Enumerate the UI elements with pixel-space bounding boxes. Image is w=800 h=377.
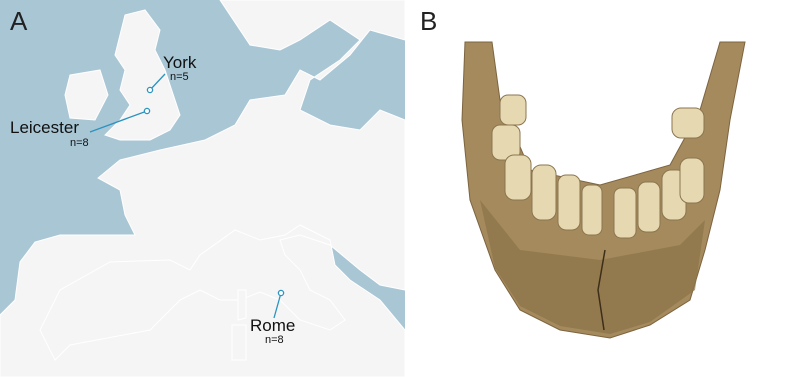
tooth xyxy=(581,184,603,236)
map: A York n=5 Leicester n=8 Rome n=8 xyxy=(0,0,406,377)
site-marker xyxy=(143,107,151,115)
tooth xyxy=(499,94,527,126)
tooth xyxy=(679,157,705,204)
leader-line xyxy=(149,73,166,91)
tooth xyxy=(671,107,705,139)
site-name: York xyxy=(163,53,197,72)
site-name: Rome xyxy=(250,316,295,335)
tooth xyxy=(637,181,661,233)
leader-line xyxy=(89,110,148,133)
tooth xyxy=(557,174,581,231)
mandible-shadow xyxy=(480,200,705,334)
fracture xyxy=(597,249,606,331)
sample-size: n=8 xyxy=(265,334,284,346)
sample-size: n=8 xyxy=(70,137,89,149)
tooth xyxy=(504,154,532,201)
site-name: Leicester xyxy=(10,118,79,137)
panel-label: A xyxy=(10,6,28,36)
corsica xyxy=(237,289,247,321)
tooth xyxy=(613,187,637,239)
ireland xyxy=(64,69,109,121)
sample-size: n=5 xyxy=(170,71,189,83)
sardinia xyxy=(231,324,247,361)
site-marker xyxy=(146,86,154,94)
panel-label: B xyxy=(420,6,437,36)
site-marker xyxy=(277,289,285,297)
leader-line xyxy=(273,292,282,319)
tooth xyxy=(531,164,557,221)
continent xyxy=(0,0,406,377)
britain xyxy=(104,9,181,141)
jaw-photo: B xyxy=(420,6,746,339)
